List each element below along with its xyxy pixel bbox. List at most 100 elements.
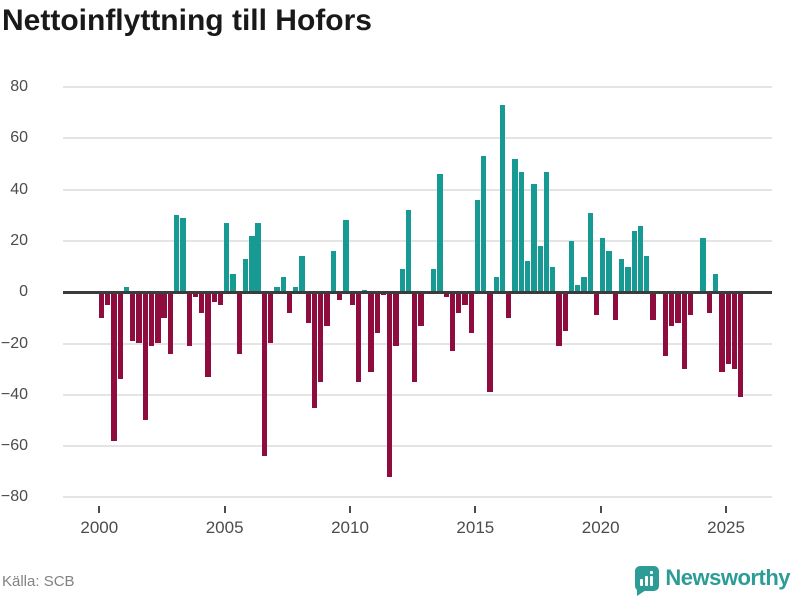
bar-negative xyxy=(318,292,324,382)
bar-negative xyxy=(612,292,619,321)
bar-positive xyxy=(174,215,180,293)
bar-negative xyxy=(261,292,268,457)
bar-negative xyxy=(305,292,311,323)
x-axis-tick-label: 2005 xyxy=(205,518,244,538)
x-axis-tick xyxy=(725,506,728,514)
y-axis-tick-label: 60 xyxy=(10,129,28,147)
bar-positive xyxy=(713,274,719,293)
y-axis-tick-label: −20 xyxy=(0,334,28,352)
chart-title: Nettoinflyttning till Hofors xyxy=(2,4,372,37)
gridline xyxy=(63,86,772,88)
bar-positive xyxy=(619,258,625,293)
bar-negative xyxy=(662,292,669,357)
bar-positive xyxy=(550,266,556,293)
bar-negative xyxy=(418,292,424,326)
bar-negative xyxy=(148,292,155,347)
zero-axis-line xyxy=(63,290,772,294)
bar-negative xyxy=(650,292,656,321)
bar-positive xyxy=(493,276,499,293)
bar-negative xyxy=(236,292,242,354)
badge-bar-icon xyxy=(645,575,649,586)
bar-positive xyxy=(637,225,644,293)
bar-negative xyxy=(117,292,123,380)
bar-negative xyxy=(506,292,512,318)
bar-positive xyxy=(299,256,305,293)
bar-negative xyxy=(286,292,293,313)
bar-positive xyxy=(625,266,631,293)
bar-negative xyxy=(556,292,562,347)
bar-positive xyxy=(531,184,537,293)
badge-bar-icon xyxy=(650,575,654,586)
y-axis-tick-label: −60 xyxy=(0,437,28,455)
bar-negative xyxy=(155,292,161,344)
x-axis-tick-label: 2010 xyxy=(331,518,369,538)
bar-positive xyxy=(430,269,437,293)
bar-positive xyxy=(399,269,405,293)
bar-negative xyxy=(719,292,725,372)
y-axis-tick-label: 0 xyxy=(19,283,28,301)
bar-negative xyxy=(105,292,111,305)
brand-name: Newsworthy xyxy=(665,565,790,590)
x-axis-tick-label: 2015 xyxy=(456,518,495,538)
bar-negative xyxy=(675,292,681,323)
x-axis-tick-label: 2000 xyxy=(80,518,119,538)
x-axis-tick xyxy=(98,506,101,514)
bar-positive xyxy=(123,287,130,293)
bar-positive xyxy=(644,256,650,293)
bar-negative xyxy=(217,292,224,305)
bar-negative xyxy=(111,292,117,441)
bar-negative xyxy=(456,292,462,313)
bar-positive xyxy=(631,230,637,293)
bar-positive xyxy=(180,217,186,293)
bar-negative xyxy=(738,292,744,398)
bar-positive xyxy=(242,258,249,293)
bar-negative xyxy=(136,292,142,344)
bar-positive xyxy=(543,171,550,293)
bar-positive xyxy=(224,222,230,293)
bar-positive xyxy=(587,212,593,293)
badge-dot-icon xyxy=(650,570,654,574)
bar-positive xyxy=(499,104,506,293)
bar-positive xyxy=(437,174,443,293)
bar-negative xyxy=(192,292,199,298)
bar-negative xyxy=(311,292,318,408)
bar-positive xyxy=(600,238,606,293)
bar-positive xyxy=(481,156,487,293)
bar-positive xyxy=(606,251,612,293)
x-axis-tick xyxy=(474,506,477,514)
gridline xyxy=(63,393,772,396)
bar-positive xyxy=(330,251,336,293)
y-axis-tick-label: 80 xyxy=(10,78,28,95)
bar-negative xyxy=(130,292,136,341)
bar-positive xyxy=(512,158,518,293)
bar-negative xyxy=(487,292,493,393)
bar-negative xyxy=(449,292,456,352)
newsworthy-badge-icon xyxy=(635,565,660,596)
bar-negative xyxy=(468,292,474,334)
bar-negative xyxy=(393,292,399,347)
bar-negative xyxy=(731,292,738,370)
bar-negative xyxy=(687,292,694,316)
bar-positive xyxy=(700,238,706,293)
bar-negative xyxy=(199,292,205,313)
bar-positive xyxy=(537,246,543,293)
bar-negative xyxy=(336,292,343,300)
bar-positive xyxy=(230,274,236,293)
bar-negative xyxy=(355,292,362,382)
bar-negative xyxy=(186,292,192,347)
bar-negative xyxy=(443,292,449,298)
y-axis-tick-label: 20 xyxy=(10,231,28,249)
bar-negative xyxy=(167,292,174,354)
bar-negative xyxy=(593,292,600,316)
bar-negative xyxy=(142,292,148,421)
bar-negative xyxy=(211,292,217,303)
x-axis-tick xyxy=(349,506,351,514)
bar-positive xyxy=(518,171,525,293)
bar-positive xyxy=(274,287,280,293)
bar-negative xyxy=(268,292,274,344)
gridline xyxy=(63,239,772,242)
bar-negative xyxy=(706,292,713,313)
bar-positive xyxy=(293,287,299,293)
bar-negative xyxy=(368,292,374,372)
